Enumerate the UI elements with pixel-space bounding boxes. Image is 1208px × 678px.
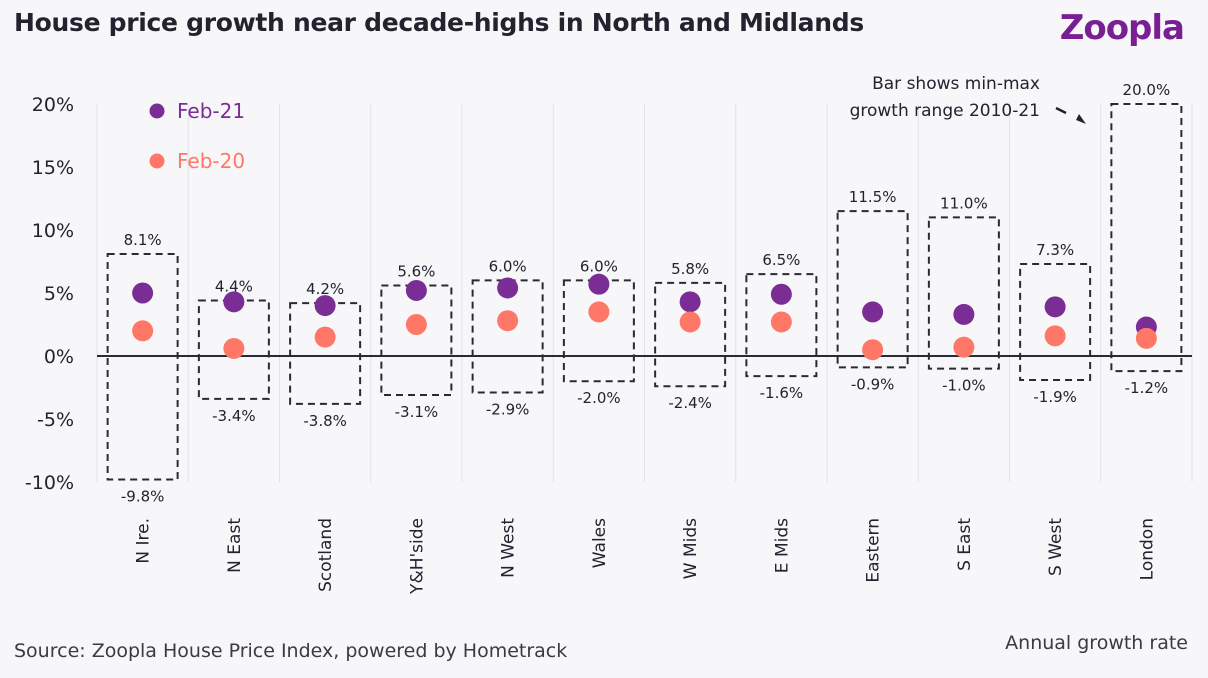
point-feb-21 <box>862 301 884 323</box>
point-feb-21 <box>132 282 154 304</box>
point-feb-21 <box>1044 296 1066 318</box>
range-max-label: 4.2% <box>306 280 344 298</box>
range-min-label: -1.6% <box>760 384 804 402</box>
category-label: Y&H'side <box>407 518 427 595</box>
y-tick-label: 20% <box>32 94 74 116</box>
point-feb-20 <box>405 314 427 335</box>
range-box <box>380 284 453 397</box>
range-min-label: -0.9% <box>851 375 895 393</box>
range-box <box>1110 103 1183 373</box>
point-feb-21 <box>314 295 336 317</box>
point-feb-20 <box>679 311 701 333</box>
range-max-label: 8.1% <box>124 231 162 249</box>
range-max-label: 4.4% <box>215 278 253 296</box>
data-points <box>132 273 1157 361</box>
point-feb-21 <box>953 303 975 325</box>
category-label: E Mids <box>772 518 792 573</box>
range-max-label: 6.0% <box>489 257 527 275</box>
range-min-label: -1.2% <box>1125 379 1169 397</box>
legend-label: Feb-21 <box>177 99 245 123</box>
range-max-label: 11.0% <box>940 194 988 212</box>
range-box <box>927 216 1000 370</box>
range-box <box>106 252 179 481</box>
point-feb-20 <box>1135 327 1157 349</box>
range-boxes <box>106 103 1183 481</box>
range-min-label: -1.9% <box>1033 388 1077 406</box>
range-box <box>562 279 635 383</box>
y-axis: 20% 15% 10% 5% 0% -5% -10% <box>25 94 1192 494</box>
legend-marker <box>149 103 165 119</box>
range-min-label: -3.8% <box>303 412 347 430</box>
range-min-label: -3.1% <box>395 403 439 421</box>
range-max-label: 11.5% <box>849 188 897 206</box>
zoopla-logo: Zoopla <box>1059 8 1185 48</box>
point-feb-21 <box>497 277 519 299</box>
point-feb-20 <box>862 339 884 361</box>
range-max-label: 5.6% <box>397 262 435 280</box>
category-label: N Ire. <box>134 518 154 564</box>
point-feb-21 <box>679 291 701 313</box>
y-tick-label: 15% <box>32 157 74 179</box>
range-min-label: -2.0% <box>577 389 621 407</box>
category-label: N West <box>499 518 519 578</box>
point-feb-21 <box>770 283 792 305</box>
range-max-label: 5.8% <box>671 260 709 278</box>
range-max-label: 6.5% <box>762 251 800 269</box>
y-tick-label: -5% <box>37 409 74 431</box>
category-label: S East <box>955 518 975 571</box>
point-feb-21 <box>223 291 245 313</box>
point-feb-20 <box>132 320 154 342</box>
point-feb-20 <box>770 311 792 333</box>
range-max-label: 6.0% <box>580 257 618 275</box>
range-min-label: -2.9% <box>486 401 530 419</box>
category-label: W Mids <box>681 518 701 579</box>
chart-title: House price growth near decade-highs in … <box>14 8 864 37</box>
range-box <box>1019 263 1092 381</box>
category-label: Wales <box>590 518 610 568</box>
category-label: Eastern <box>864 518 884 583</box>
range-box <box>654 281 727 388</box>
grid-lines <box>96 104 1193 482</box>
point-feb-20 <box>953 336 975 358</box>
category-label: S West <box>1046 518 1066 576</box>
range-box <box>745 273 818 378</box>
y-tick-label: 5% <box>44 283 74 305</box>
annotation-text: Bar shows min-max <box>872 74 1040 94</box>
annotation-arrow <box>1055 106 1067 115</box>
y-tick-label: 10% <box>32 220 74 242</box>
point-feb-20 <box>588 301 610 323</box>
range-box <box>471 279 544 394</box>
legend: Feb-21 Feb-20 <box>149 99 245 173</box>
source-note: Source: Zoopla House Price Index, powere… <box>14 640 568 662</box>
point-feb-20 <box>1044 325 1066 347</box>
legend-marker <box>149 153 165 169</box>
range-max-label: 20.0% <box>1123 81 1171 99</box>
point-feb-21 <box>405 279 427 301</box>
legend-label: Feb-20 <box>177 149 245 173</box>
range-min-label: -3.4% <box>212 407 256 425</box>
annotation: Bar shows min-max growth range 2010-21 <box>850 74 1086 124</box>
y-tick-label: -10% <box>25 472 74 494</box>
category-label: London <box>1137 518 1157 580</box>
range-min-label: -2.4% <box>668 394 712 412</box>
units-label: Annual growth rate <box>1005 632 1188 654</box>
range-box <box>289 302 362 405</box>
range-min-label: -1.0% <box>942 377 986 395</box>
range-box <box>836 210 909 369</box>
range-min-label: -9.8% <box>121 487 165 505</box>
category-label: N East <box>225 518 245 573</box>
y-tick-label: 0% <box>44 346 74 368</box>
point-feb-20 <box>497 310 519 332</box>
category-label: Scotland <box>316 518 336 592</box>
point-feb-21 <box>588 273 610 295</box>
annotation-text: growth range 2010-21 <box>850 101 1040 121</box>
labels: 8.1% -9.8% N Ire. 4.4% -3.4% N East 4.2% -3.8% S… <box>121 81 1170 595</box>
arrow-head-icon <box>1076 114 1086 124</box>
range-max-label: 7.3% <box>1036 241 1074 259</box>
point-feb-20 <box>314 326 336 348</box>
point-feb-20 <box>223 337 245 359</box>
